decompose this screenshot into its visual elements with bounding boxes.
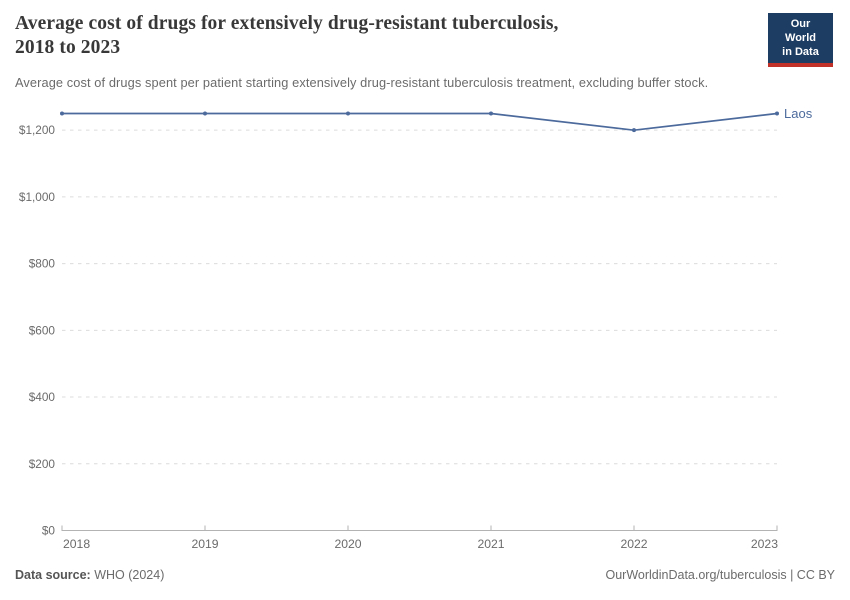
data-source-label: Data source: [15,568,91,582]
owid-logo[interactable]: Our World in Data [768,13,833,68]
y-tick-label: $1,200 [19,123,56,137]
chart-title-line1: Average cost of drugs for extensively dr… [15,13,559,34]
data-point[interactable] [775,111,779,116]
chart-title-line2: 2018 to 2023 [15,37,121,59]
x-tick-label: 2021 [477,537,504,551]
y-tick-label: $200 [29,457,56,471]
y-tick-label: $0 [42,524,56,538]
data-source-value: WHO (2024) [94,568,165,582]
y-tick-label: $1,000 [19,190,56,204]
owid-logo-line1: Our World [785,18,816,44]
x-tick-label: 2018 [63,537,90,551]
line-chart[interactable]: $0 $200 $400 $600 $800 $1,000 $1,200 2018 2019 20… [0,100,850,560]
series-end-label[interactable]: Laos [784,106,813,121]
chart-footer: Data source: WHO (2024) OurWorldinData.o… [15,568,835,582]
y-tick-label: $400 [29,390,56,404]
data-point[interactable] [346,111,350,116]
y-tick-label: $600 [29,323,56,337]
y-tick-label: $800 [29,257,56,271]
chart-subtitle: Average cost of drugs spent per patient … [15,75,709,90]
data-line[interactable] [61,112,778,132]
chart-title: Average cost of drugs for extensively dr… [15,12,715,60]
attribution-link[interactable]: OurWorldinData.org/tuberculosis | CC BY [605,568,836,582]
x-tick-label: 2022 [620,537,647,551]
data-point[interactable] [203,111,207,116]
x-tick-label: 2019 [191,537,218,551]
data-source: Data source: WHO (2024) [15,568,164,582]
x-tick-label: 2023 [751,537,778,551]
data-point[interactable] [632,128,636,133]
data-point[interactable] [489,111,493,116]
x-tick-label: 2020 [334,537,361,551]
owid-logo-line2: in Data [782,45,819,58]
data-point[interactable] [60,111,64,116]
